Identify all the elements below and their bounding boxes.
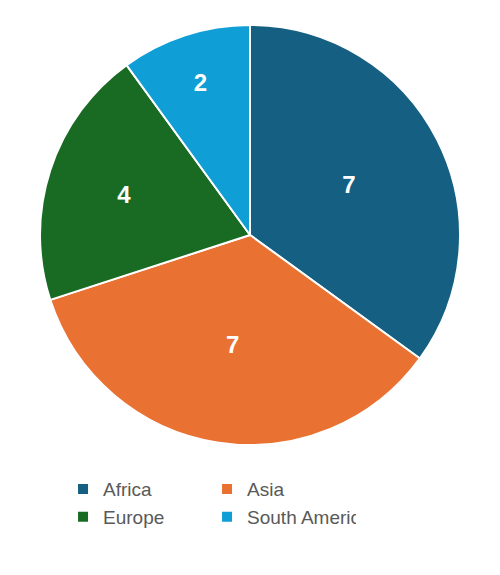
- svg-text:7: 7: [342, 171, 355, 198]
- svg-text:4: 4: [117, 181, 131, 208]
- svg-text:2: 2: [194, 69, 207, 96]
- svg-text:Asia: Asia: [247, 479, 284, 500]
- svg-text:7: 7: [226, 331, 239, 358]
- svg-text:South America: South America: [247, 507, 356, 528]
- svg-text:Africa: Africa: [103, 479, 152, 500]
- svg-text:Europe: Europe: [103, 507, 164, 528]
